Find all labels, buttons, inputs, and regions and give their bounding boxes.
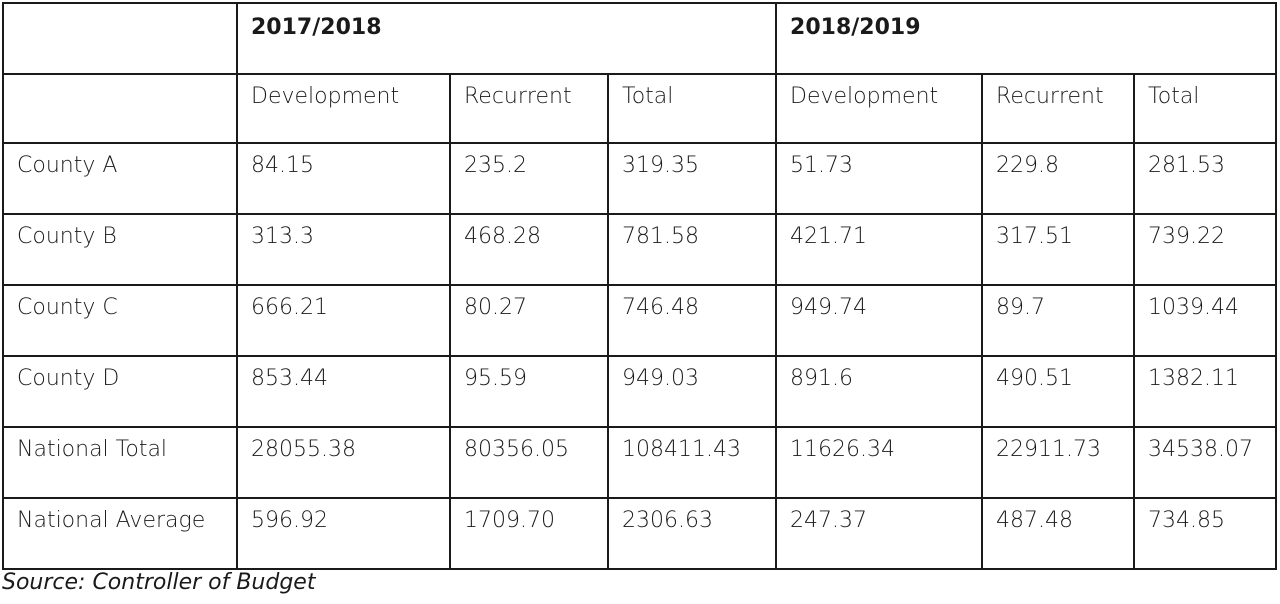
- table-cell: 80.27: [449, 284, 609, 357]
- table-cell: 490.51: [981, 355, 1136, 428]
- table-cell: 666.21: [236, 284, 451, 357]
- row-label: County A: [2, 142, 238, 215]
- table-cell: 28055.38: [236, 426, 451, 499]
- table-cell: 95.59: [449, 355, 609, 428]
- row-label: National Average: [2, 497, 238, 570]
- table-row: National Total 28055.38 80356.05 108411.43 1…: [2, 426, 1278, 499]
- table-row: County C 666.21 80.27 746.48 949.74 89.7 1039.…: [2, 284, 1278, 357]
- corner-cell: [2, 2, 238, 75]
- table-cell: 313.3: [236, 213, 451, 286]
- table-cell: 319.35: [606, 142, 778, 215]
- table-cell: 1382.11: [1133, 355, 1278, 428]
- table-row: County D 853.44 95.59 949.03 891.6 490.51 1382…: [2, 355, 1278, 428]
- table-cell: 108411.43: [606, 426, 778, 499]
- row-label: National Total: [2, 426, 238, 499]
- table-cell: 853.44: [236, 355, 451, 428]
- table-cell: 80356.05: [449, 426, 609, 499]
- table-cell: 229.8: [981, 142, 1136, 215]
- table-cell: 949.03: [606, 355, 778, 428]
- table-cell: 281.53: [1133, 142, 1278, 215]
- table-cell: 247.37: [775, 497, 984, 570]
- corner-cell: [2, 73, 238, 144]
- table-row: County B 313.3 468.28 781.58 421.71 317.51 739…: [2, 213, 1278, 286]
- table-cell: 596.92: [236, 497, 451, 570]
- table-cell: 22911.73: [981, 426, 1136, 499]
- table-cell: 949.74: [775, 284, 984, 357]
- table-cell: 739.22: [1133, 213, 1278, 286]
- table-cell: 891.6: [775, 355, 984, 428]
- budget-table: 2017/2018 2018/2019 Development Recurren…: [2, 2, 1278, 570]
- column-header: Development: [236, 73, 451, 144]
- table-cell: 51.73: [775, 142, 984, 215]
- table-row: County A 84.15 235.2 319.35 51.73 229.8 281.53: [2, 142, 1278, 215]
- year-header-2017-2018: 2017/2018: [235, 2, 778, 75]
- column-header: Total: [606, 73, 778, 144]
- row-label: County B: [2, 213, 238, 286]
- column-header: Development: [775, 73, 984, 144]
- column-header: Recurrent: [449, 73, 609, 144]
- column-header: Recurrent: [981, 73, 1136, 144]
- column-header: Total: [1133, 73, 1278, 144]
- table-body: County A 84.15 235.2 319.35 51.73 229.8 281.53…: [2, 142, 1278, 570]
- table-cell: 487.48: [981, 497, 1136, 570]
- year-header-row: 2017/2018 2018/2019: [2, 2, 1278, 75]
- table-cell: 2306.63: [606, 497, 778, 570]
- table-cell: 34538.07: [1133, 426, 1278, 499]
- subheader-row: Development Recurrent Total Development …: [2, 73, 1278, 144]
- table-cell: 11626.34: [775, 426, 984, 499]
- table-cell: 468.28: [449, 213, 609, 286]
- table-cell: 84.15: [236, 142, 451, 215]
- table-cell: 781.58: [606, 213, 778, 286]
- table-cell: 89.7: [981, 284, 1136, 357]
- table-cell: 734.85: [1133, 497, 1278, 570]
- year-header-2018-2019: 2018/2019: [775, 2, 1278, 75]
- row-label: County D: [2, 355, 238, 428]
- table-cell: 1039.44: [1133, 284, 1278, 357]
- table-cell: 235.2: [449, 142, 609, 215]
- table-cell: 1709.70: [449, 497, 609, 570]
- row-label: County C: [2, 284, 238, 357]
- table-cell: 317.51: [981, 213, 1136, 286]
- table-cell: 746.48: [606, 284, 778, 357]
- source-note: Source: Controller of Budget: [2, 570, 316, 595]
- table-cell: 421.71: [775, 213, 984, 286]
- table-row: National Average 596.92 1709.70 2306.63 247.…: [2, 497, 1278, 570]
